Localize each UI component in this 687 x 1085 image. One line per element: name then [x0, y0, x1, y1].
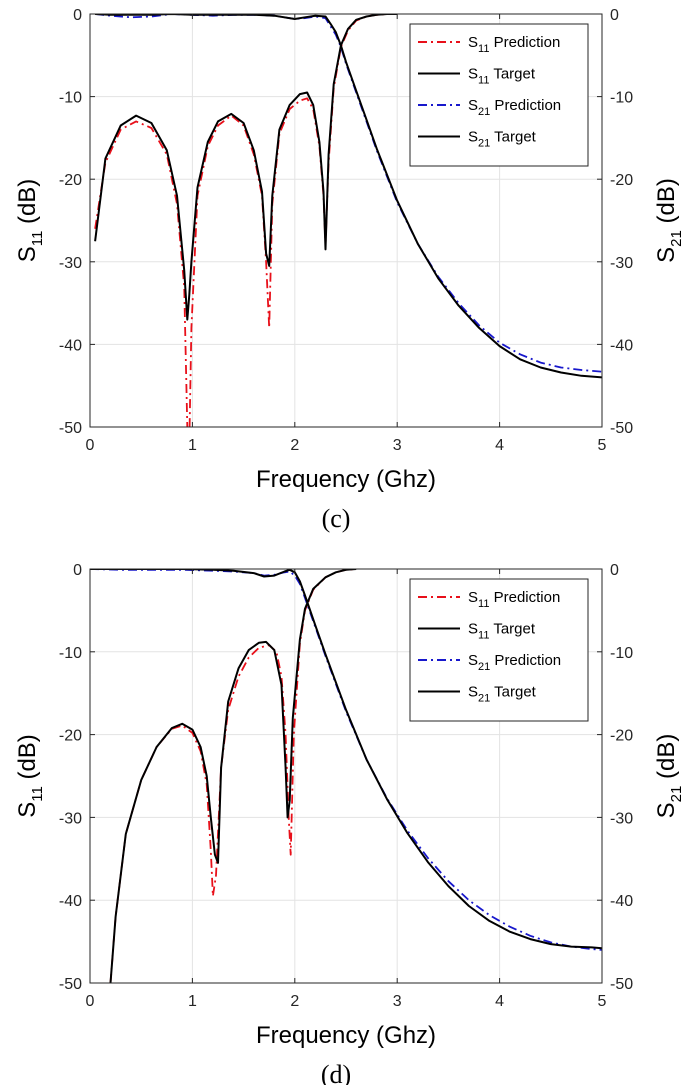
x-tick-label: 3 — [393, 993, 402, 1010]
y-tick-label-left: 0 — [73, 7, 82, 24]
y-tick-label-left: -20 — [59, 172, 82, 189]
y-tick-label-right: -30 — [610, 810, 633, 827]
chart-panel-d: 0 1 2 3 4 5 0 0 -10 -10 -20 -20 -30 -30 -40 -40 -50 -50 Fr… — [0, 555, 687, 1085]
y-tick-label-right: -20 — [610, 172, 633, 189]
x-tick-label: 3 — [393, 437, 402, 454]
series-line-s21-target — [95, 14, 602, 379]
series-line-s11-target — [109, 569, 357, 983]
y-tick-label-right: 0 — [610, 7, 619, 24]
y-axis-label-right: S21 (dB) — [653, 734, 685, 819]
x-tick-label: 5 — [598, 993, 607, 1010]
x-axis-label: Frequency (Ghz) — [256, 1022, 436, 1049]
x-axis-label: Frequency (Ghz) — [256, 466, 436, 493]
series-line-s21-target — [90, 569, 602, 950]
y-tick-label-right: -10 — [610, 645, 633, 662]
x-tick-label: 2 — [290, 437, 299, 454]
y-axis-label-right: S21 (dB) — [653, 178, 685, 263]
series-line-s11-target — [94, 14, 398, 321]
chart-panel-c: 0 1 2 3 4 5 0 0 -10 -10 -20 -20 -30 -30 -40 -40 -50 -50 Fr… — [0, 0, 687, 540]
x-tick-label: 1 — [188, 993, 197, 1010]
y-tick-label-right: -20 — [610, 728, 633, 745]
legend-entry: S11 Target — [468, 66, 536, 87]
axes-box — [89, 568, 603, 984]
legend-entry: S21 Prediction — [468, 652, 561, 673]
y-tick-label-right: -30 — [610, 255, 633, 272]
y-tick-label-left: -30 — [59, 810, 82, 827]
x-tick-label: 0 — [86, 437, 95, 454]
x-tick-label: 2 — [290, 993, 299, 1010]
x-tick-label: 4 — [495, 993, 504, 1010]
legend-box — [409, 23, 589, 167]
chart-c: 0 1 2 3 4 5 0 0 -10 -10 -20 -20 -30 -30 -40 -40 -50 -50 Fr… — [14, 7, 685, 533]
y-tick-label-left: -10 — [59, 645, 82, 662]
figure-caption: (c) — [322, 504, 351, 533]
legend-entry: S11 Target — [468, 621, 536, 642]
y-tick-label-left: -20 — [59, 728, 82, 745]
x-tick-label: 5 — [598, 437, 607, 454]
legend-entry: S21 Target — [468, 684, 537, 705]
y-tick-label-right: -50 — [610, 976, 633, 993]
y-axis-label-left: S11 (dB) — [14, 179, 46, 263]
y-tick-label-left: -50 — [59, 976, 82, 993]
y-tick-label-left: 0 — [73, 562, 82, 579]
y-tick-label-right: -40 — [610, 893, 633, 910]
x-tick-label: 0 — [86, 993, 95, 1010]
y-tick-label-right: 0 — [610, 562, 619, 579]
y-tick-label-right: -50 — [610, 420, 633, 437]
y-axis-label-left: S11 (dB) — [14, 734, 46, 818]
legend-entry: S11 Prediction — [468, 589, 560, 610]
y-tick-label-right: -10 — [610, 90, 633, 107]
y-tick-label-left: -50 — [59, 420, 82, 437]
y-tick-label-left: -40 — [59, 337, 82, 354]
figure-caption: (d) — [321, 1060, 351, 1085]
y-tick-label-left: -30 — [59, 255, 82, 272]
axes-box — [89, 13, 603, 428]
legend-entry: S21 Target — [468, 129, 537, 150]
x-tick-label: 1 — [188, 437, 197, 454]
x-tick-label: 4 — [495, 437, 504, 454]
legend-entry: S21 Prediction — [468, 97, 561, 118]
y-tick-label-right: -40 — [610, 337, 633, 354]
chart-d: 0 1 2 3 4 5 0 0 -10 -10 -20 -20 -30 -30 -40 -40 -50 -50 Fr… — [14, 562, 685, 1085]
legend-box — [409, 578, 589, 722]
legend-entry: S11 Prediction — [468, 34, 560, 55]
y-tick-label-left: -10 — [59, 90, 82, 107]
y-tick-label-left: -40 — [59, 893, 82, 910]
